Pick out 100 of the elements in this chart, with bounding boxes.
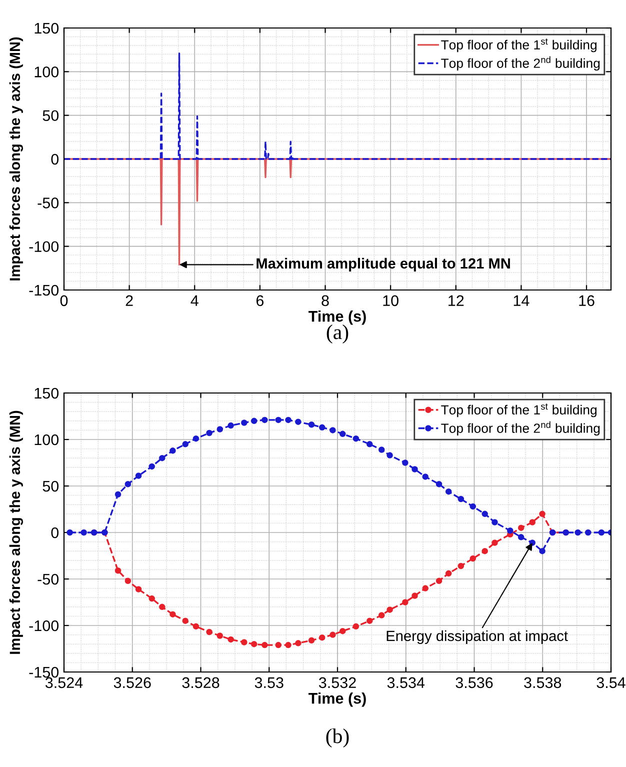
- x-tick-label: 3.536: [456, 677, 493, 688]
- legend-label: Top floor of the 2$^{nd}$ building: [441, 421, 600, 436]
- annotation: Energy dissipation at impact: [386, 630, 568, 644]
- point: [470, 555, 476, 562]
- point: [518, 534, 524, 540]
- point: [262, 642, 268, 648]
- point: [262, 416, 268, 424]
- point: [182, 618, 188, 624]
- point: [114, 491, 122, 498]
- legend-label: Top floor of the 2$^{nd}$ building: [441, 56, 600, 71]
- point: [250, 640, 258, 648]
- y-tick-label: -150: [29, 666, 59, 678]
- text: (b): [326, 728, 349, 748]
- x-tick-label: 2: [126, 295, 133, 306]
- y-tick-label: -150: [29, 284, 59, 296]
- point: [318, 634, 326, 641]
- y-tick-label: 0: [51, 154, 59, 165]
- point: [458, 562, 464, 570]
- point: [158, 454, 166, 462]
- point: [539, 548, 546, 554]
- point: [422, 585, 428, 592]
- x-tick-label: 3.532: [318, 677, 356, 688]
- point: [241, 420, 248, 426]
- point: [366, 618, 373, 624]
- point: [330, 427, 336, 434]
- point: [598, 529, 605, 536]
- legend-label: Top floor of the 1$^{st}$ building: [441, 404, 596, 418]
- point: [378, 446, 385, 453]
- point: [228, 636, 234, 643]
- point: [539, 510, 546, 518]
- point: [436, 481, 442, 488]
- point: [158, 604, 166, 610]
- x-tick-label: 3.524: [45, 677, 83, 688]
- point: [412, 466, 418, 472]
- point: [482, 510, 488, 518]
- point: [445, 488, 452, 495]
- point: [352, 435, 360, 442]
- x-axis-title: Time (s): [308, 310, 366, 325]
- y-axis-title: Impact forces along the y axis (MN): [9, 37, 24, 280]
- y-tick-label: 100: [34, 434, 59, 446]
- point: [216, 632, 224, 639]
- y-tick-label: 0: [51, 527, 59, 538]
- annotation: Maximum amplitude equal to 121 MN: [256, 258, 510, 272]
- point: [366, 441, 373, 448]
- point: [330, 632, 336, 638]
- y-tick-label: -100: [29, 241, 59, 252]
- point: [574, 529, 581, 536]
- x-tick-label: 8: [322, 295, 329, 306]
- x-tick-label: 12: [448, 295, 464, 306]
- point: [275, 642, 282, 648]
- point: [402, 599, 408, 606]
- point: [241, 639, 248, 646]
- point: [318, 424, 326, 431]
- point: [66, 529, 73, 536]
- x-tick-label: 3.528: [182, 677, 220, 688]
- x-tick-label: 6: [256, 295, 264, 306]
- point: [378, 612, 385, 618]
- point: [206, 628, 212, 636]
- point: [124, 481, 132, 488]
- point: [170, 448, 176, 454]
- y-tick-label: -50: [38, 574, 59, 585]
- y-axis-title: Impact forces along the y axis (MN): [9, 410, 24, 654]
- x-tick-label: 16: [579, 295, 594, 306]
- point: [422, 474, 428, 480]
- point: [507, 528, 514, 534]
- x-tick-label: 4: [190, 295, 198, 306]
- point: [412, 592, 418, 599]
- x-tick-label: 3.53: [254, 677, 284, 688]
- point: [308, 421, 315, 428]
- y-tick-label: -50: [38, 198, 59, 208]
- x-tick-label: 0: [60, 295, 68, 306]
- point: [482, 548, 488, 554]
- point: [114, 568, 122, 574]
- point: [80, 529, 87, 536]
- point: [492, 540, 498, 546]
- point: [352, 623, 360, 630]
- point: [518, 524, 524, 531]
- point: [192, 435, 200, 442]
- x-axis-title: Time (s): [308, 692, 366, 707]
- point: [340, 628, 346, 634]
- x-tick-label: 3.526: [114, 677, 151, 688]
- point: [436, 578, 442, 584]
- point: [148, 463, 155, 470]
- point: [285, 416, 292, 424]
- text: (a): [326, 324, 348, 344]
- point: [124, 578, 132, 584]
- point: [182, 441, 188, 448]
- y-tick-label: 100: [34, 66, 59, 78]
- x-tick-label: 3.538: [524, 677, 562, 688]
- point: [308, 637, 315, 644]
- legend-label: Top floor of the 1$^{st}$ building: [441, 38, 596, 52]
- point: [445, 570, 452, 577]
- point: [458, 496, 464, 502]
- line-series: [64, 52, 611, 160]
- point: [402, 460, 408, 466]
- point: [148, 595, 155, 602]
- point: [135, 472, 142, 479]
- point: [170, 611, 176, 618]
- y-tick-label: 150: [34, 388, 59, 399]
- point: [206, 430, 212, 436]
